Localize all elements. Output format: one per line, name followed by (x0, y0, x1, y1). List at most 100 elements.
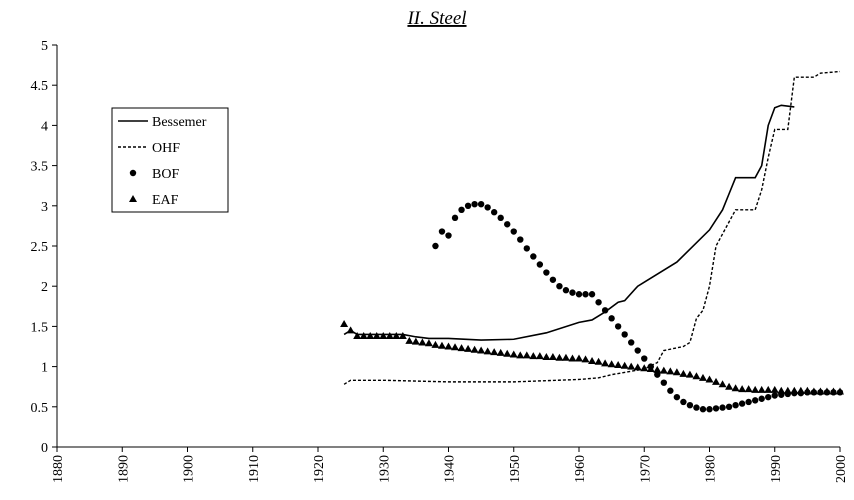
data-point (484, 204, 491, 211)
x-tick-label: 1890 (116, 455, 131, 483)
data-point (543, 269, 550, 276)
x-tick-label: 1980 (704, 455, 719, 483)
data-point (693, 404, 700, 411)
data-point (770, 385, 779, 393)
y-tick-label: 2.5 (31, 240, 49, 255)
data-point (594, 357, 603, 365)
data-point (705, 375, 714, 383)
data-point (796, 386, 805, 394)
data-point (517, 236, 524, 243)
data-point (836, 387, 844, 395)
data-point (372, 332, 381, 340)
data-point (575, 291, 583, 298)
data-point (504, 221, 511, 228)
y-tick-label: 0.5 (31, 401, 49, 416)
data-point (437, 341, 446, 349)
data-point (497, 214, 504, 222)
legend-swatch (129, 169, 137, 177)
data-point (575, 354, 583, 362)
x-tick-label: 1990 (769, 455, 784, 483)
data-point (516, 351, 525, 359)
data-point (673, 393, 681, 401)
data-point (803, 386, 812, 394)
data-point (569, 289, 576, 296)
data-point (764, 385, 773, 393)
data-point (556, 283, 563, 290)
data-point (568, 354, 577, 362)
data-point (346, 326, 355, 334)
x-tick-label: 1910 (247, 455, 262, 483)
data-point (758, 395, 765, 402)
data-point (790, 386, 799, 394)
data-point (816, 387, 825, 395)
data-point (627, 362, 636, 370)
data-point (607, 360, 616, 368)
data-point (542, 352, 551, 360)
data-point (581, 355, 590, 363)
data-point (588, 356, 597, 364)
y-tick-label: 3 (41, 200, 48, 215)
data-point (431, 340, 440, 348)
data-point (685, 370, 694, 378)
data-point (646, 365, 655, 373)
data-point (653, 365, 662, 373)
data-point (509, 350, 518, 358)
data-point (620, 361, 629, 369)
data-point (536, 261, 544, 268)
data-point (405, 336, 414, 344)
data-point (366, 332, 375, 340)
x-tick-label: 1900 (182, 455, 197, 483)
data-point (672, 368, 681, 376)
x-tick-label: 1930 (377, 455, 392, 483)
data-point (712, 405, 720, 412)
data-point (418, 338, 427, 346)
data-point (712, 377, 721, 385)
data-point (477, 346, 486, 354)
data-point (719, 404, 726, 411)
y-tick-label: 4.5 (31, 79, 49, 94)
data-point (621, 331, 628, 338)
data-point (470, 345, 479, 353)
data-point (464, 344, 473, 352)
data-point (483, 347, 492, 355)
series-line (343, 104, 795, 341)
data-point (549, 276, 557, 283)
legend-swatch (129, 195, 137, 202)
data-point (731, 384, 740, 392)
data-point (634, 347, 641, 354)
y-tick-label: 3.5 (31, 160, 49, 175)
data-point (561, 353, 570, 361)
data-point (738, 385, 747, 393)
data-point (385, 332, 394, 340)
data-point (458, 206, 465, 214)
data-point (783, 386, 792, 394)
data-point (562, 287, 570, 294)
data-point (809, 387, 818, 395)
data-point (654, 371, 661, 378)
data-point (640, 364, 649, 372)
data-point (530, 253, 537, 260)
data-point (457, 344, 466, 352)
data-point (535, 352, 544, 360)
data-point (744, 385, 753, 393)
legend-label: Bessemer (152, 115, 207, 130)
data-point (667, 387, 674, 394)
data-point (751, 397, 759, 404)
data-point (438, 228, 446, 235)
data-point (490, 348, 499, 356)
data-point (398, 332, 407, 340)
data-point (680, 398, 687, 406)
data-point (751, 385, 760, 393)
y-tick-label: 0 (41, 441, 48, 456)
data-point (379, 332, 388, 340)
data-point (523, 245, 530, 252)
x-tick-label: 1960 (573, 455, 588, 483)
data-point (490, 209, 498, 216)
data-point (432, 242, 439, 250)
data-point (738, 400, 746, 407)
data-point (777, 386, 786, 394)
data-point (601, 359, 610, 367)
data-point (608, 315, 615, 322)
data-point (595, 299, 602, 306)
